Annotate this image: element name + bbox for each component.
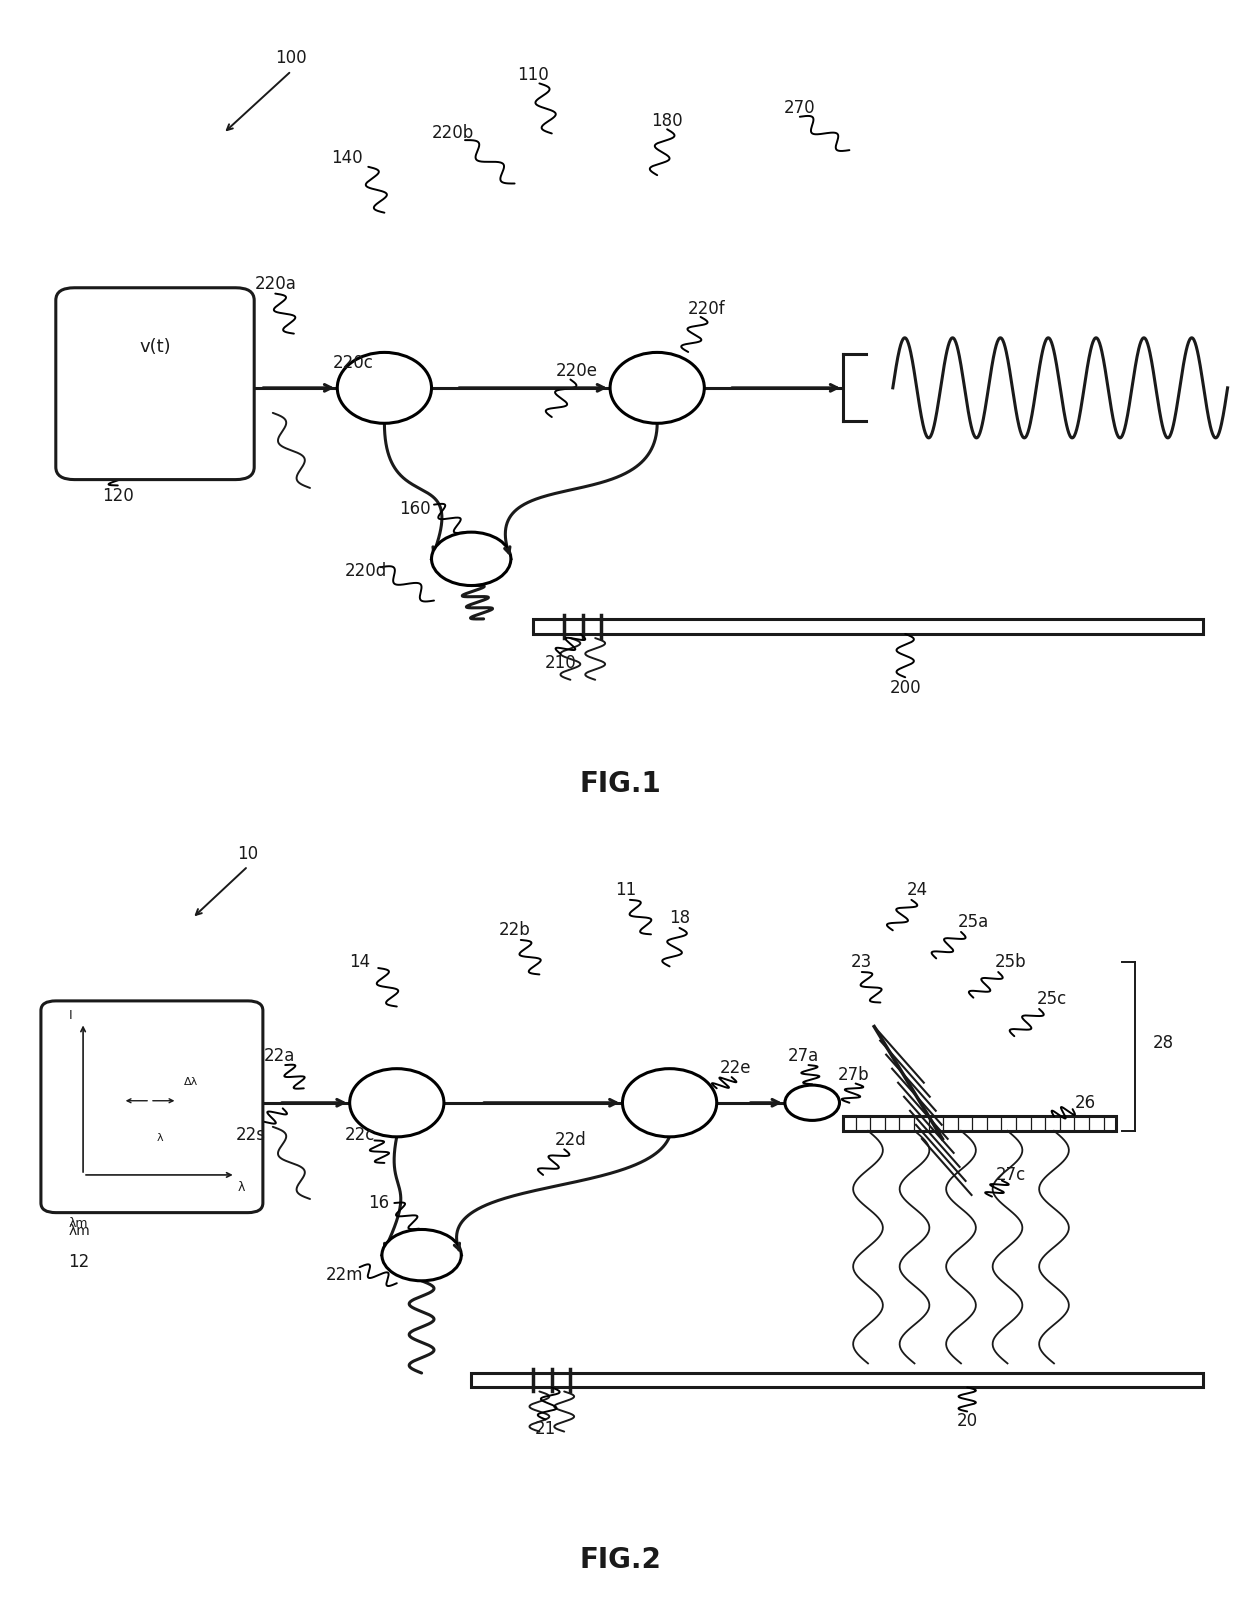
Text: 14: 14 xyxy=(348,953,371,972)
Text: 120: 120 xyxy=(102,488,134,505)
Text: 220c: 220c xyxy=(334,354,373,372)
Text: 28: 28 xyxy=(1152,1033,1174,1052)
Text: 140: 140 xyxy=(331,149,363,167)
Text: 18: 18 xyxy=(668,909,691,927)
Ellipse shape xyxy=(337,353,432,423)
Text: 100: 100 xyxy=(275,50,308,67)
Ellipse shape xyxy=(622,1068,717,1137)
Circle shape xyxy=(382,1229,461,1280)
FancyBboxPatch shape xyxy=(56,287,254,480)
Text: 25a: 25a xyxy=(957,913,990,932)
Text: 27c: 27c xyxy=(996,1166,1025,1184)
Text: 21: 21 xyxy=(534,1420,557,1439)
Text: 27b: 27b xyxy=(837,1065,869,1084)
Text: 11: 11 xyxy=(615,881,637,900)
Text: 220b: 220b xyxy=(432,125,474,143)
Text: FIG.2: FIG.2 xyxy=(579,1546,661,1574)
Bar xyxy=(533,619,1203,634)
Text: 22a: 22a xyxy=(263,1047,295,1065)
Text: 27a: 27a xyxy=(787,1047,820,1065)
Text: 22s: 22s xyxy=(236,1126,265,1144)
Text: 22b: 22b xyxy=(498,921,531,940)
Text: λm: λm xyxy=(68,1224,91,1238)
Ellipse shape xyxy=(610,353,704,423)
Text: 220d: 220d xyxy=(345,563,387,581)
Text: 22c: 22c xyxy=(345,1126,374,1144)
Text: FIG.1: FIG.1 xyxy=(579,770,661,799)
Text: 270: 270 xyxy=(784,99,816,117)
Text: 210: 210 xyxy=(544,654,577,672)
Text: 26: 26 xyxy=(1074,1094,1096,1112)
Text: Δλ: Δλ xyxy=(184,1076,197,1086)
Bar xyxy=(471,1373,1203,1387)
Text: 25b: 25b xyxy=(994,953,1027,972)
Text: 110: 110 xyxy=(517,66,549,83)
Text: 220a: 220a xyxy=(254,274,296,292)
Text: 10: 10 xyxy=(237,845,259,863)
Text: λm: λm xyxy=(68,1217,88,1230)
Bar xyxy=(843,1116,1116,1131)
FancyBboxPatch shape xyxy=(41,1001,263,1213)
Text: 22e: 22e xyxy=(719,1059,751,1078)
Text: 220e: 220e xyxy=(556,363,598,380)
Ellipse shape xyxy=(350,1068,444,1137)
Text: I: I xyxy=(69,1009,72,1022)
Text: 220f: 220f xyxy=(688,300,725,318)
Text: v(t): v(t) xyxy=(139,338,171,356)
Text: 22m: 22m xyxy=(326,1266,363,1285)
Circle shape xyxy=(785,1084,839,1120)
Text: 24: 24 xyxy=(906,881,929,900)
Text: 180: 180 xyxy=(651,112,683,130)
Text: λ: λ xyxy=(156,1132,162,1142)
Text: 20: 20 xyxy=(956,1412,978,1431)
Text: 25c: 25c xyxy=(1037,990,1066,1009)
Text: 16: 16 xyxy=(367,1193,389,1213)
Text: 200: 200 xyxy=(889,678,921,698)
Text: 22d: 22d xyxy=(554,1131,587,1150)
Text: 160: 160 xyxy=(399,500,432,518)
Circle shape xyxy=(432,533,511,585)
Text: 12: 12 xyxy=(68,1253,89,1270)
Text: 23: 23 xyxy=(851,953,873,972)
Text: λ: λ xyxy=(238,1181,246,1193)
